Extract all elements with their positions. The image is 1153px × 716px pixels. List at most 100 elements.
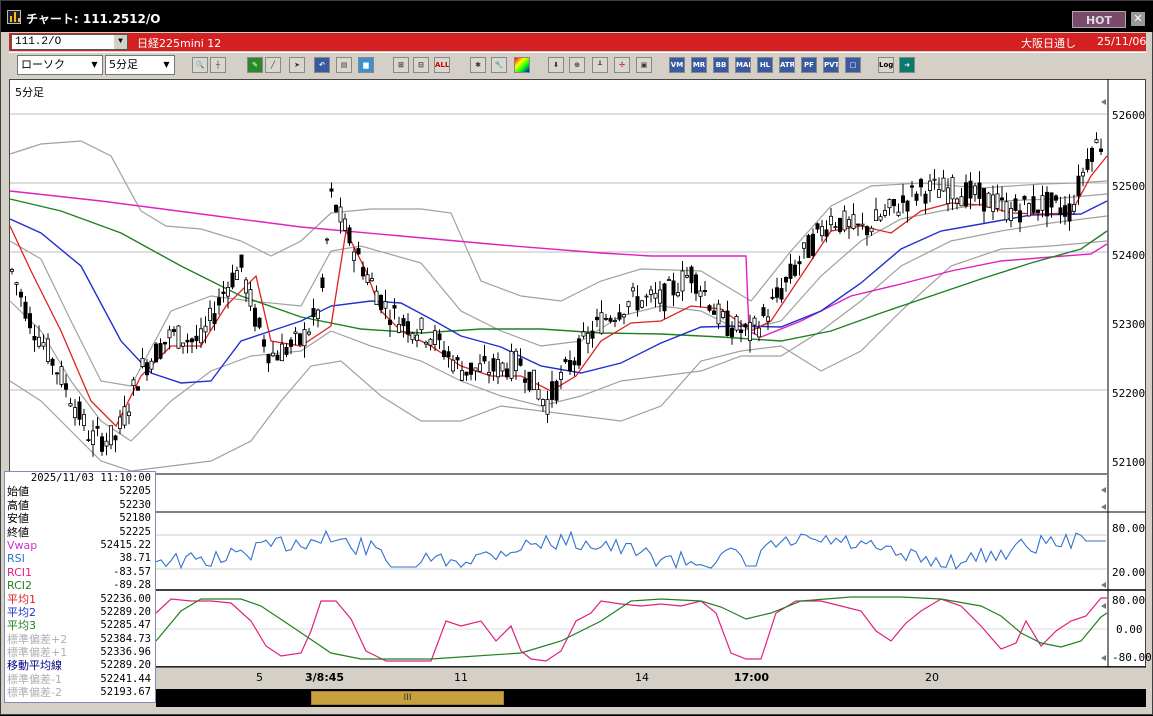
toolbar-button-log[interactable]: Log <box>878 57 894 73</box>
crosshair-icon[interactable]: ┼ <box>210 57 226 73</box>
candle-body <box>545 399 550 415</box>
candle-icon[interactable]: ⊞ <box>393 57 409 73</box>
chevron-down-icon[interactable]: ▼ <box>163 60 170 69</box>
candle-body <box>149 360 154 370</box>
cursor-icon[interactable]: ➤ <box>289 57 305 73</box>
download-icon[interactable]: ⬇ <box>548 57 564 73</box>
candle-body <box>797 261 802 265</box>
candle-body <box>1036 209 1041 213</box>
undo-icon[interactable]: ↶ <box>314 57 330 73</box>
candle-body <box>725 310 730 337</box>
candle-body <box>1094 139 1099 144</box>
candle-body <box>896 211 901 216</box>
title-bar[interactable]: チャート: 111.2512/O HOT ✕ <box>1 1 1153 32</box>
draw-line-icon[interactable]: ╱ <box>265 57 281 73</box>
candle-body <box>1081 171 1086 177</box>
candle-body <box>608 317 613 322</box>
candle-body <box>32 335 37 341</box>
candle-body <box>374 290 379 306</box>
info-value: 52225 <box>119 525 151 538</box>
info-value: 52285.47 <box>100 619 151 632</box>
magnifier-icon[interactable]: 🔍 <box>192 57 208 73</box>
rci-axis-label: 0.00 <box>1116 623 1143 636</box>
split-icon[interactable]: ✢ <box>614 57 630 73</box>
info-label: RSI <box>7 552 25 566</box>
candle-body <box>27 313 32 329</box>
candle-body <box>473 367 478 372</box>
candle-body <box>153 343 158 363</box>
candle-body <box>523 378 528 383</box>
info-value: -89.28 <box>113 579 151 592</box>
candle-body <box>712 310 717 315</box>
time-axis-label: 3/8:45 <box>305 671 345 684</box>
close-button[interactable]: ✕ <box>1131 12 1145 26</box>
candle-body <box>1000 197 1005 201</box>
toolbar-button-square[interactable]: □ <box>845 57 861 73</box>
trash-icon[interactable]: ▆ <box>358 57 374 73</box>
palette-icon[interactable] <box>514 57 530 73</box>
candle-body <box>1040 195 1045 211</box>
candle-body <box>928 180 933 191</box>
export-icon[interactable]: ➜ <box>899 57 915 73</box>
candle-body <box>541 399 546 406</box>
chevron-down-icon[interactable]: ▼ <box>114 35 127 49</box>
time-axis-label: 5 <box>256 671 263 684</box>
candle-body <box>324 238 329 241</box>
toolbar-button-bb[interactable]: BB <box>713 57 729 73</box>
candle-body <box>824 229 829 237</box>
period-select[interactable]: 5分足 ▼ <box>105 55 175 75</box>
info-row: 終値 52225 <box>5 526 155 539</box>
info-label: 標準偏差+1 <box>7 646 68 660</box>
candle-body <box>100 436 105 452</box>
scrollbar-thumb[interactable]: III <box>311 691 504 705</box>
info-value: 52241.44 <box>100 672 151 685</box>
candle-body <box>986 192 991 208</box>
lock-icon[interactable]: ▣ <box>636 57 652 73</box>
price-axis-label: 52100 <box>1112 456 1146 469</box>
candle-body <box>856 223 861 226</box>
toolbar-button-hl[interactable]: HL <box>757 57 773 73</box>
candle-body <box>315 309 320 319</box>
document-icon[interactable]: ▤ <box>336 57 352 73</box>
info-row: RSI 38.71 <box>5 552 155 565</box>
info-datetime: 2025/11/03 11:10:00 <box>30 472 151 484</box>
pen-icon[interactable]: ✎ <box>247 57 263 73</box>
toolbar-button-vm[interactable]: VM <box>669 57 685 73</box>
info-row: 始値 52205 <box>5 485 155 498</box>
zoom-icon[interactable]: ⊕ <box>569 57 585 73</box>
toolbar-button-atr[interactable]: ATR <box>779 57 795 73</box>
toolbar-button-mr[interactable]: MR <box>691 57 707 73</box>
candle-body <box>252 307 257 327</box>
wrench-icon[interactable]: 🔧 <box>491 57 507 73</box>
candle-body <box>604 317 609 320</box>
symbol-code-input[interactable]: 111.2/O ▼ <box>11 34 128 50</box>
chevron-down-icon[interactable]: ▼ <box>91 60 98 69</box>
info-value: 52236.00 <box>100 592 151 605</box>
candle-body <box>752 317 757 326</box>
hot-button[interactable]: HOT <box>1072 11 1126 28</box>
toolbar-button-mae[interactable]: MAE <box>735 57 751 73</box>
bollinger-lower-1 <box>9 215 1108 442</box>
all-icon[interactable]: ALL <box>434 57 450 73</box>
chart-scrollbar[interactable]: III <box>156 689 1146 707</box>
chart-type-select[interactable]: ローソク ▼ <box>17 55 103 75</box>
chart-icon[interactable]: ╨ <box>592 57 608 73</box>
bar-icon[interactable]: ⊟ <box>413 57 429 73</box>
candle-body <box>811 233 816 256</box>
candle-body <box>320 277 325 288</box>
candle-body <box>968 180 973 199</box>
toolbar-button-pf[interactable]: PF <box>801 57 817 73</box>
candle-body <box>766 316 771 322</box>
candle-body <box>559 372 564 380</box>
candle-body <box>1063 205 1068 217</box>
toolbar-button-pvt[interactable]: PVT <box>823 57 839 73</box>
info-row: Vwap 52415.22 <box>5 539 155 552</box>
candle-body <box>167 329 172 339</box>
settings-icon[interactable]: ✱ <box>470 57 486 73</box>
symbol-code-value: 111.2/O <box>15 36 62 48</box>
moving-average-long-line <box>9 190 1108 338</box>
price-axis-label: 52500 <box>1112 180 1146 193</box>
candle-body <box>122 406 127 426</box>
toolbar: ローソク ▼ 5分足 ▼ 🔍 ┼ ✎ ╱ ➤ ↶ ▤ ▆ ⊞ ⊟ ALL ✱ 🔧… <box>9 52 1146 77</box>
